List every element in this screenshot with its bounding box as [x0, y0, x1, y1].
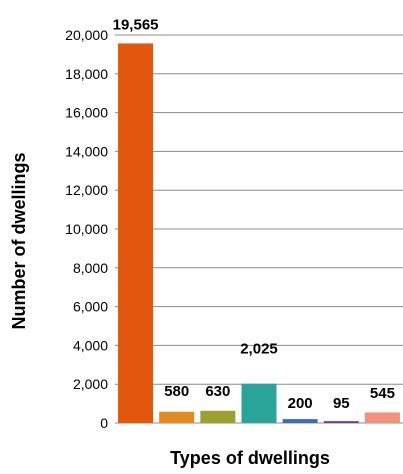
y-tick-label: 10,000	[65, 221, 108, 237]
y-tick-label: 8,000	[73, 260, 108, 276]
data-label: 580	[164, 383, 189, 400]
gridlines	[115, 34, 403, 424]
y-tick-label: 2,000	[73, 376, 108, 392]
y-tick-label: 4,000	[73, 337, 108, 353]
y-tick-label: 20,000	[65, 27, 108, 43]
data-labels: 19,565 580 630 2,025 200 95 545	[113, 16, 395, 411]
bar	[159, 411, 195, 423]
data-label: 19,565	[113, 16, 159, 33]
bar	[241, 383, 277, 423]
y-tick-label: 16,000	[65, 105, 108, 121]
y-tick-label: 18,000	[65, 66, 108, 82]
bars	[118, 43, 400, 424]
y-tick-label: 6,000	[73, 299, 108, 315]
y-tick-label: 14,000	[65, 143, 108, 159]
bar	[364, 412, 400, 423]
bar	[200, 410, 236, 423]
y-tick-label: 0	[100, 415, 108, 431]
data-label: 630	[205, 383, 230, 400]
data-label: 200	[288, 395, 313, 412]
data-label: 95	[333, 395, 350, 412]
bar	[282, 419, 318, 423]
bar	[118, 43, 154, 424]
y-tick-label: 12,000	[65, 182, 108, 198]
y-axis-ticks: 0 2,000 4,000 6,000 8,000 10,000 12,000 14,000 1…	[65, 27, 108, 431]
bar	[323, 421, 359, 423]
data-label: 545	[370, 385, 395, 402]
y-axis-title: Number of dwellings	[9, 152, 29, 329]
data-label: 2,025	[240, 341, 278, 358]
x-axis-title: Types of dwellings	[170, 448, 330, 468]
